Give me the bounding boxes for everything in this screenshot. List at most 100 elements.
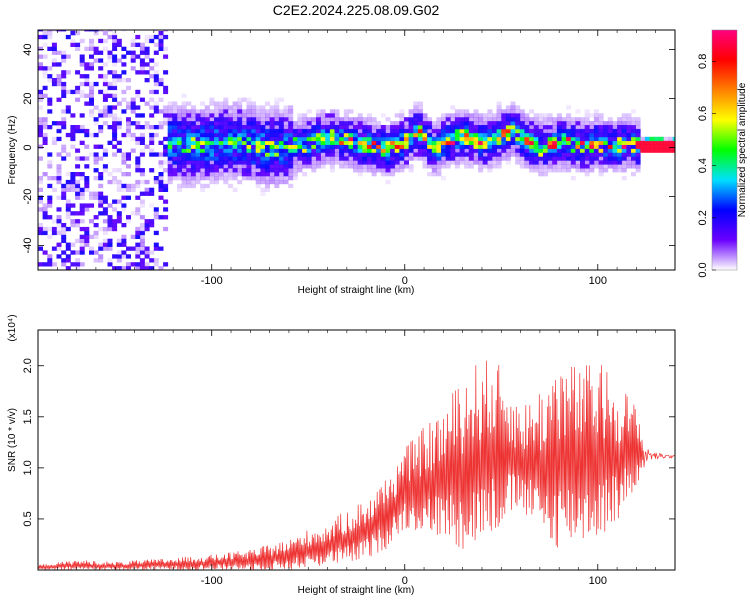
spectrogram-cell xyxy=(51,121,57,126)
spectrogram-cell xyxy=(598,156,604,161)
spectrogram-cell xyxy=(607,125,613,130)
spectrogram-cell xyxy=(200,113,206,118)
spectrogram-cell xyxy=(380,152,386,157)
spectrogram-cell xyxy=(75,46,81,51)
spectrogram-cell xyxy=(371,140,377,145)
spectrogram-cell xyxy=(543,128,548,134)
spectrogram-cell xyxy=(288,156,294,161)
spectrogram-cell xyxy=(70,211,76,216)
spectrogram-cell xyxy=(302,156,308,161)
spectrogram-cell xyxy=(56,152,62,157)
spectrogram-cell xyxy=(167,152,173,157)
spectrogram-cell xyxy=(177,164,182,169)
spectrogram-cell xyxy=(394,121,400,126)
spectrogram-cell xyxy=(589,164,595,169)
spectrogram-cell xyxy=(121,152,127,157)
spectrogram-cell xyxy=(570,164,576,169)
spectrogram-cell xyxy=(70,183,76,189)
spectrogram-cell xyxy=(149,105,155,110)
spectrogram-cell xyxy=(260,168,266,173)
spectrogram-cell xyxy=(612,128,618,134)
spectrogram-cell xyxy=(61,30,67,32)
spectrogram-cell xyxy=(450,140,456,145)
spectrogram-cell xyxy=(584,117,590,122)
spectrogram-cell xyxy=(459,125,465,130)
spectrogram-cell xyxy=(635,136,641,142)
spectrogram-cell xyxy=(478,164,484,169)
spectrogram-cell xyxy=(237,140,243,145)
spectrogram-cell xyxy=(468,125,474,130)
spectrogram-cell xyxy=(473,125,479,130)
spectrogram-cell xyxy=(93,105,99,110)
spectrogram-cell xyxy=(84,30,90,32)
spectrogram-cell xyxy=(241,164,247,169)
spectrogram-cell xyxy=(603,160,609,165)
spectrogram-cell xyxy=(515,105,521,110)
spectrogram-cell xyxy=(394,160,400,165)
spectrogram-cell xyxy=(56,223,62,228)
spectrogram-cell xyxy=(112,152,118,157)
spectrogram-cell xyxy=(436,136,442,142)
spectrogram-cell xyxy=(158,78,164,83)
spectrogram-cell xyxy=(454,128,460,134)
spectrogram-cell xyxy=(79,58,85,63)
spectrogram-cell xyxy=(200,152,206,157)
spectrogram-cell xyxy=(593,117,599,122)
spectrogram-cell xyxy=(598,132,604,138)
spectrogram-cell xyxy=(380,148,386,153)
spectrogram-cell xyxy=(283,128,289,134)
spectrogram-cell xyxy=(70,132,76,138)
spectrogram-cell xyxy=(357,125,363,130)
spectrogram-cell xyxy=(339,148,345,153)
spectrogram-cell xyxy=(158,160,164,165)
spectrogram-cell xyxy=(487,117,493,122)
spectrogram-cell xyxy=(422,144,428,149)
spectrogram-cell xyxy=(209,156,215,161)
spectrogram-cell xyxy=(580,121,585,126)
spectrogram-cell xyxy=(47,34,53,40)
spectrogram-cell xyxy=(547,140,553,145)
spectrogram-cell xyxy=(177,148,182,153)
spectrogram-cell xyxy=(153,246,159,251)
spectrogram-cell xyxy=(404,160,409,165)
spectrogram-cell xyxy=(612,164,618,169)
spectrogram-cell xyxy=(144,101,150,106)
spectrogram-cell xyxy=(441,113,446,118)
spectrogram-cell xyxy=(556,128,562,134)
spectrogram-cell xyxy=(246,136,252,142)
spectrogram-cell xyxy=(399,121,405,126)
spectrogram-cell xyxy=(47,78,53,83)
spectrogram-cell xyxy=(139,230,145,236)
spectrogram-cell xyxy=(102,230,108,236)
spectrogram-cell xyxy=(329,168,335,173)
spectrogram-cell xyxy=(65,215,71,220)
spectrogram-cell xyxy=(473,148,479,153)
spectrogram-cell xyxy=(130,58,136,63)
spectrogram-cell xyxy=(84,74,90,79)
spectrogram-cell xyxy=(306,109,312,114)
spectrogram-cell xyxy=(102,211,108,216)
spectrogram-cell xyxy=(353,121,358,126)
spectrogram-cell xyxy=(251,148,257,153)
spectrogram-cell xyxy=(496,117,502,122)
spectrogram-cell xyxy=(93,121,99,126)
spectrogram-cell xyxy=(492,121,497,126)
spectrogram-cell xyxy=(167,132,173,138)
spectrogram-cell xyxy=(422,152,428,157)
spectrogram-cell xyxy=(112,93,118,98)
spectrogram-cell xyxy=(515,132,521,138)
spectrogram-cell xyxy=(603,164,609,169)
spectrogram-cell xyxy=(320,128,326,134)
spectrogram-cell xyxy=(339,152,345,157)
spectrogram-cell xyxy=(566,148,572,153)
spectrogram-cell xyxy=(149,34,155,40)
spectrogram-cell xyxy=(139,234,145,239)
spectrogram-cell xyxy=(195,164,201,169)
spectrogram-cell xyxy=(260,128,266,134)
spectrogram-cell xyxy=(200,136,206,142)
spectrogram-cell xyxy=(422,125,428,130)
spectrogram-cell xyxy=(533,121,539,126)
spectrogram-cell xyxy=(436,160,442,165)
spectrogram-cell xyxy=(390,160,396,165)
spectrogram-cell xyxy=(70,136,76,142)
